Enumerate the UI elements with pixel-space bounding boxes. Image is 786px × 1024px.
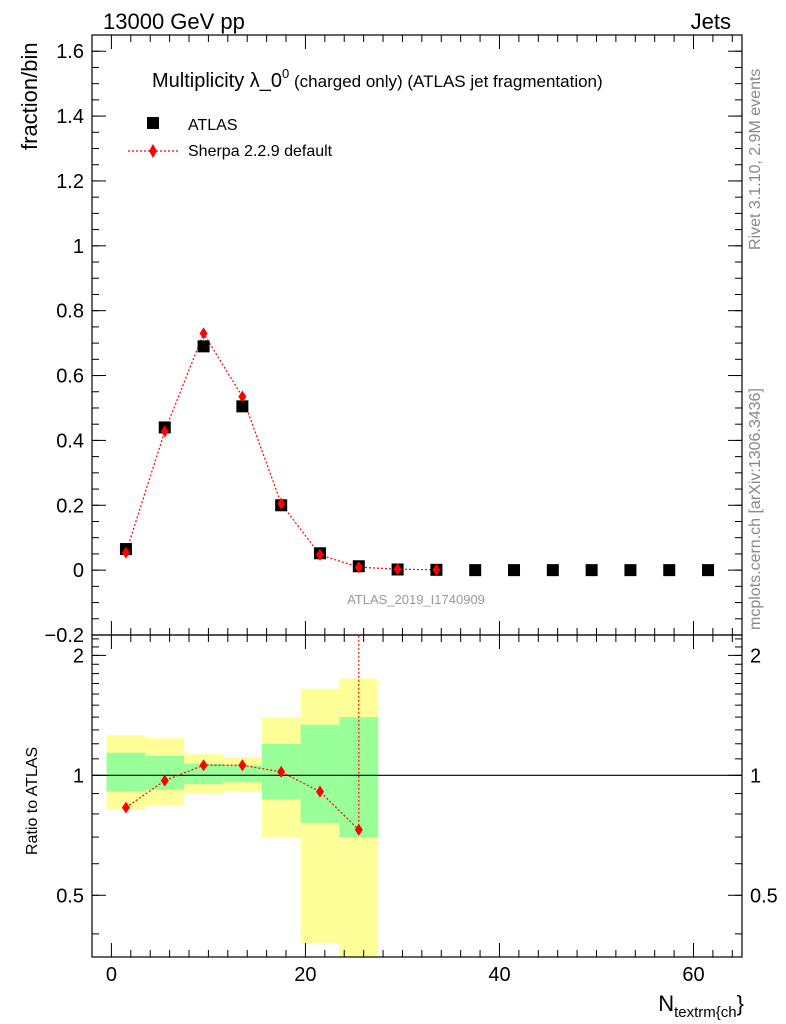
legend-atlas-label: ATLAS [188, 117, 238, 134]
sherpa-data-point [277, 497, 286, 510]
upper-y-tick-label: 0.4 [56, 430, 84, 452]
lower-plot-frame [91, 634, 743, 958]
chart-marks: −0.200.20.40.60.811.21.41.60 20 40 600.5 0.5… [45, 34, 778, 986]
ratio-data-point [160, 774, 169, 787]
sherpa-line [125, 332, 437, 571]
ratio-inner-band [106, 752, 146, 792]
lower-y-tick-label-right: 1 [750, 765, 761, 787]
analysis-id-label: ATLAS_2019_I1740909 [347, 592, 485, 607]
chart-title-superscript: 0 [282, 66, 289, 81]
chart-title-main: Multiplicity λ_0 [152, 70, 282, 92]
atlas-data-point [508, 564, 521, 577]
sherpa-data-point [354, 561, 363, 574]
legend-sherpa-label: Sherpa 2.2.9 default [188, 143, 333, 160]
x-tick-label: 20 [294, 964, 316, 986]
legend: ATLAS Sherpa 2.2.9 default [128, 117, 333, 160]
upper-y-tick-label: 0 [73, 560, 84, 582]
lower-y-tick-label-right: 0.5 [750, 885, 778, 907]
upper-y-tick-label: 1.2 [56, 171, 84, 193]
upper-y-tick-label: −0.2 [45, 625, 84, 647]
sherpa-data-point [199, 327, 208, 340]
ratio-data-point [277, 765, 286, 778]
upper-y-tick-label: 1.4 [56, 106, 84, 128]
ratio-data-point [121, 801, 130, 814]
ratio-data-point [199, 759, 208, 772]
x-axis-label-main: N [658, 991, 674, 1016]
upper-y-axis-label: fraction/bin [17, 42, 42, 150]
x-axis-label: Ntextrm{ch} [658, 991, 744, 1021]
upper-y-tick-label: 0.8 [56, 301, 84, 323]
header-right-label: Jets [691, 9, 731, 34]
sherpa-data-point [238, 390, 247, 403]
x-axis-label-sub: textrm{ch [674, 1004, 737, 1021]
x-tick-label: 0 [106, 964, 117, 986]
ratio-data-point [315, 785, 324, 798]
x-tick-label: 40 [488, 964, 510, 986]
lower-y-tick-label-left: 0.5 [56, 885, 84, 907]
atlas-data-point [197, 340, 210, 353]
atlas-data-point [585, 564, 598, 577]
x-tick-label: 60 [682, 964, 704, 986]
atlas-data-point [469, 564, 482, 577]
sherpa-data-point [121, 546, 130, 559]
ratio-data-point [354, 823, 363, 836]
atlas-data-point [624, 564, 637, 577]
sherpa-data-point [393, 563, 402, 576]
ratio-inner-band [300, 724, 340, 823]
atlas-data-point [236, 400, 249, 413]
lower-y-tick-label-left: 2 [73, 645, 84, 667]
sherpa-data-point [160, 425, 169, 438]
ratio-inner-band [184, 763, 223, 785]
atlas-data-point [702, 564, 715, 577]
upper-y-tick-label: 1 [73, 236, 84, 258]
chart-title-rest: (charged only) (ATLAS jet fragmentation) [289, 72, 602, 91]
x-axis-label-end: } [737, 991, 744, 1016]
sherpa-data-point [315, 548, 324, 561]
upper-y-tick-label: 0.6 [56, 366, 84, 388]
lower-y-axis-label: Ratio to ATLAS [24, 747, 41, 855]
lower-y-tick-label-left: 1 [73, 765, 84, 787]
ratio-data-point [238, 759, 247, 772]
legend-sherpa-marker [149, 144, 157, 158]
atlas-data-point [546, 564, 559, 577]
chart-title: Multiplicity λ_00 (charged only) (ATLAS … [152, 66, 603, 92]
upper-y-tick-label: 1.6 [56, 41, 84, 63]
legend-atlas-marker [147, 117, 159, 129]
sherpa-data-point [432, 563, 441, 576]
upper-y-tick-label: 0.2 [56, 495, 84, 517]
ratio-inner-band [222, 765, 262, 783]
atlas-data-point [663, 564, 676, 577]
lower-y-tick-label-right: 2 [750, 645, 761, 667]
header-left-label: 13000 GeV pp [103, 9, 245, 34]
mcplots-label: mcplots.cern.ch [arXiv:1306.3436] [747, 388, 764, 630]
rivet-version-label: Rivet 3.1.10, 2.9M events [747, 69, 764, 250]
